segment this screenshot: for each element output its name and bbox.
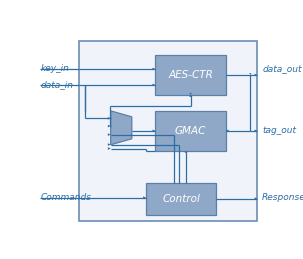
Polygon shape xyxy=(255,197,258,200)
Bar xyxy=(146,183,216,214)
Polygon shape xyxy=(249,73,251,75)
Text: Control: Control xyxy=(162,193,200,204)
Text: AES-CTR: AES-CTR xyxy=(168,70,213,80)
Polygon shape xyxy=(108,125,111,127)
Polygon shape xyxy=(108,147,111,150)
Polygon shape xyxy=(143,196,146,199)
Polygon shape xyxy=(255,130,258,132)
Polygon shape xyxy=(152,130,155,132)
Polygon shape xyxy=(226,130,228,132)
Polygon shape xyxy=(189,93,192,95)
Polygon shape xyxy=(189,95,192,97)
Polygon shape xyxy=(152,84,155,86)
Bar xyxy=(79,41,258,221)
Bar xyxy=(155,55,226,95)
Polygon shape xyxy=(111,111,132,145)
Text: GMAC: GMAC xyxy=(175,126,206,136)
Text: data_in: data_in xyxy=(40,81,73,89)
Text: data_out: data_out xyxy=(262,64,301,74)
Text: Commands: Commands xyxy=(40,193,91,202)
Polygon shape xyxy=(152,68,155,70)
Text: Responses: Responses xyxy=(262,193,303,202)
Polygon shape xyxy=(255,74,258,76)
Bar xyxy=(155,111,226,151)
Polygon shape xyxy=(185,151,187,153)
Text: tag_out: tag_out xyxy=(262,126,296,135)
Polygon shape xyxy=(108,143,111,146)
Polygon shape xyxy=(108,117,111,120)
Polygon shape xyxy=(108,133,111,136)
Text: key_in: key_in xyxy=(40,64,69,74)
